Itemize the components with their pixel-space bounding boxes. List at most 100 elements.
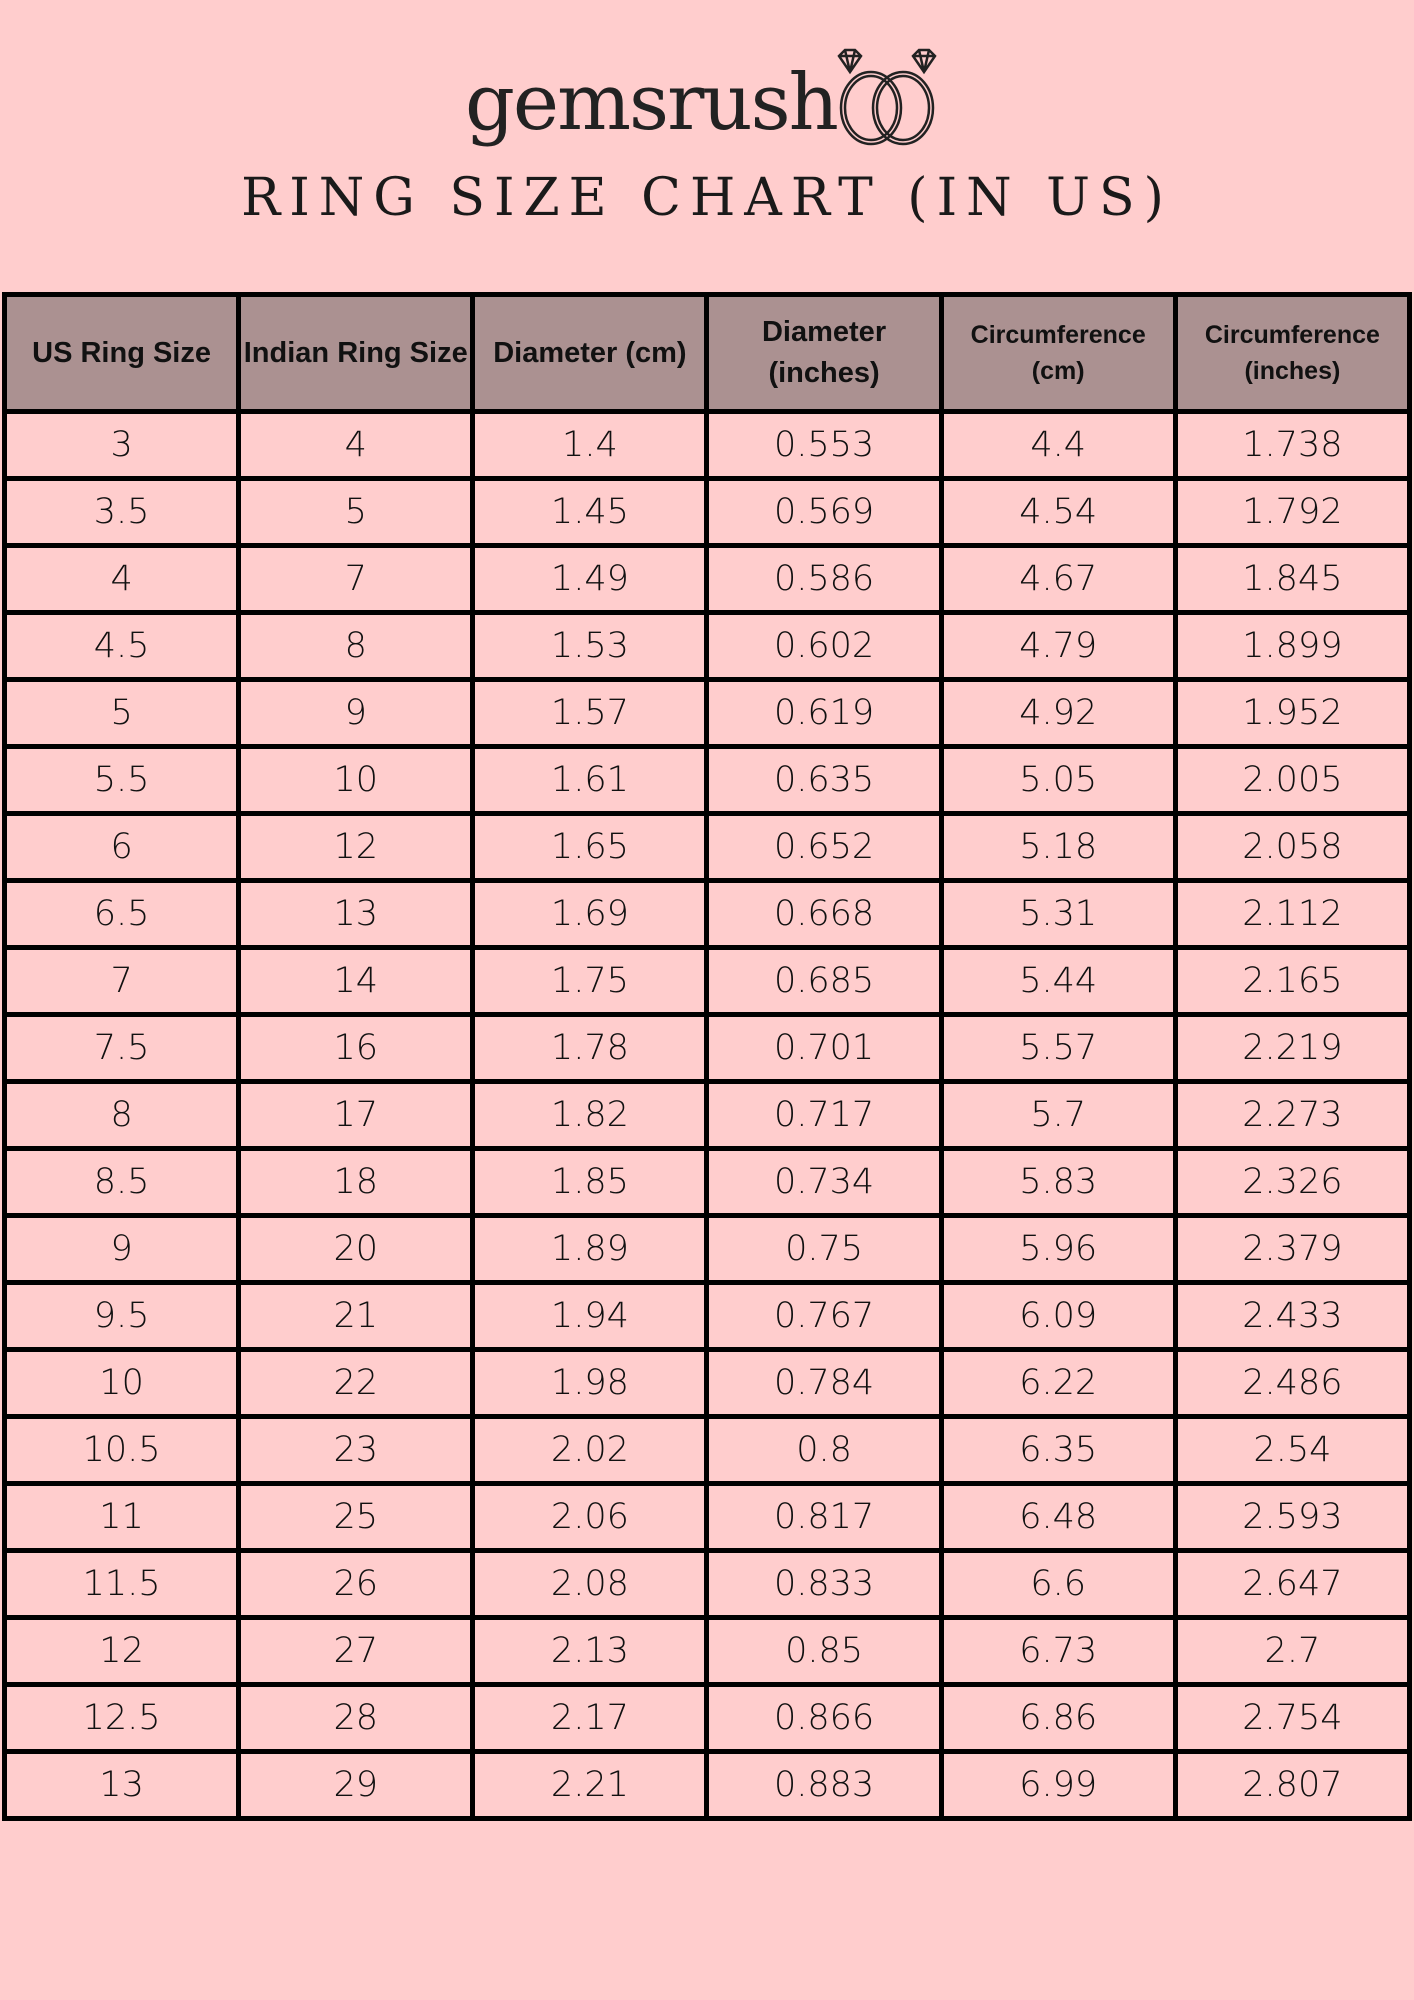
table-cell: 0.784	[704, 1347, 944, 1419]
table-cell: 2.058	[1172, 811, 1413, 883]
table-cell: 4.92	[938, 677, 1178, 749]
table-cell: 11.5	[1, 1548, 242, 1620]
ring-size-table: US Ring Size Indian Ring Size Diameter (cm…	[1, 292, 1413, 1821]
table-cell: 13	[1, 1749, 242, 1821]
table-cell: 0.635	[704, 744, 944, 816]
table-cell: 1.78	[470, 1012, 710, 1084]
table-cell: 8.5	[1, 1146, 242, 1218]
table-cell: 7	[236, 543, 476, 615]
table-cell: 0.701	[704, 1012, 944, 1084]
table-cell: 1.57	[470, 677, 710, 749]
table-cell: 2.433	[1172, 1280, 1413, 1352]
table-row: 8.5 18 1.85 0.734 5.83 2.326	[1, 1146, 1413, 1218]
table-cell: 6.22	[938, 1347, 1178, 1419]
column-header: Indian Ring Size	[236, 292, 476, 414]
table-cell: 0.619	[704, 677, 944, 749]
brand-name: gemsrush	[465, 58, 839, 148]
table-row: 3.5 5 1.45 0.569 4.54 1.792	[1, 476, 1413, 548]
table-cell: 8	[1, 1079, 242, 1151]
column-header: Diameter (inches)	[704, 292, 944, 414]
table-cell: 2.21	[470, 1749, 710, 1821]
table-cell: 2.326	[1172, 1146, 1413, 1218]
column-header: Diameter (cm)	[470, 292, 710, 414]
table-header-row: US Ring Size Indian Ring Size Diameter (cm…	[1, 292, 1413, 414]
brand-logo: gemsrush	[465, 48, 945, 158]
table-cell: 0.734	[704, 1146, 944, 1218]
table-cell: 2.06	[470, 1481, 710, 1553]
table-cell: 8	[236, 610, 476, 682]
table-cell: 1.65	[470, 811, 710, 883]
table-cell: 14	[236, 945, 476, 1017]
table-row: 4 7 1.49 0.586 4.67 1.845	[1, 543, 1413, 615]
table-cell: 6.73	[938, 1615, 1178, 1687]
table-cell: 1.94	[470, 1280, 710, 1352]
table-cell: 0.85	[704, 1615, 944, 1687]
table-cell: 29	[236, 1749, 476, 1821]
table-cell: 10	[1, 1347, 242, 1419]
table-row: 5 9 1.57 0.619 4.92 1.952	[1, 677, 1413, 749]
table-cell: 6.48	[938, 1481, 1178, 1553]
table-cell: 2.005	[1172, 744, 1413, 816]
table-cell: 5.31	[938, 878, 1178, 950]
table-cell: 2.754	[1172, 1682, 1413, 1754]
table-cell: 0.717	[704, 1079, 944, 1151]
table-row: 4.5 8 1.53 0.602 4.79 1.899	[1, 610, 1413, 682]
table-cell: 1.98	[470, 1347, 710, 1419]
column-header: US Ring Size	[1, 292, 242, 414]
page-title: RING SIZE CHART (IN US)	[241, 168, 1173, 228]
table-cell: 1.75	[470, 945, 710, 1017]
table-cell: 12.5	[1, 1682, 242, 1754]
table-cell: 1.738	[1172, 409, 1413, 481]
table-cell: 4.79	[938, 610, 1178, 682]
table-cell: 4	[1, 543, 242, 615]
table-cell: 0.602	[704, 610, 944, 682]
table-row: 7.5 16 1.78 0.701 5.57 2.219	[1, 1012, 1413, 1084]
table-row: 8 17 1.82 0.717 5.7 2.273	[1, 1079, 1413, 1151]
table-cell: 5.44	[938, 945, 1178, 1017]
table-cell: 6.09	[938, 1280, 1178, 1352]
table-cell: 2.219	[1172, 1012, 1413, 1084]
table-row: 11 25 2.06 0.817 6.48 2.593	[1, 1481, 1413, 1553]
table-cell: 25	[236, 1481, 476, 1553]
table-row: 3 4 1.4 0.553 4.4 1.738	[1, 409, 1413, 481]
table-cell: 4	[236, 409, 476, 481]
table-cell: 6.5	[1, 878, 242, 950]
table-cell: 1.45	[470, 476, 710, 548]
table-cell: 1.899	[1172, 610, 1413, 682]
table-cell: 0.817	[704, 1481, 944, 1553]
table-cell: 2.08	[470, 1548, 710, 1620]
table-cell: 6	[1, 811, 242, 883]
table-cell: 0.75	[704, 1213, 944, 1285]
table-cell: 1.952	[1172, 677, 1413, 749]
table-cell: 2.486	[1172, 1347, 1413, 1419]
table-cell: 1.69	[470, 878, 710, 950]
table-cell: 9	[1, 1213, 242, 1285]
table-cell: 2.647	[1172, 1548, 1413, 1620]
table-cell: 1.4	[470, 409, 710, 481]
table-cell: 2.112	[1172, 878, 1413, 950]
table-cell: 0.883	[704, 1749, 944, 1821]
table-cell: 6.99	[938, 1749, 1178, 1821]
table-cell: 6.6	[938, 1548, 1178, 1620]
table-cell: 1.49	[470, 543, 710, 615]
table-row: 6 12 1.65 0.652 5.18 2.058	[1, 811, 1413, 883]
table-cell: 16	[236, 1012, 476, 1084]
table-cell: 23	[236, 1414, 476, 1486]
table-cell: 18	[236, 1146, 476, 1218]
table-cell: 6.86	[938, 1682, 1178, 1754]
table-cell: 5.5	[1, 744, 242, 816]
table-cell: 5.57	[938, 1012, 1178, 1084]
table-cell: 5	[236, 476, 476, 548]
table-cell: 0.8	[704, 1414, 944, 1486]
table-cell: 27	[236, 1615, 476, 1687]
table-cell: 2.379	[1172, 1213, 1413, 1285]
table-cell: 1.85	[470, 1146, 710, 1218]
table-cell: 2.54	[1172, 1414, 1413, 1486]
table-cell: 5.83	[938, 1146, 1178, 1218]
table-cell: 20	[236, 1213, 476, 1285]
table-cell: 11	[1, 1481, 242, 1553]
table-cell: 5.05	[938, 744, 1178, 816]
table-row: 5.5 10 1.61 0.635 5.05 2.005	[1, 744, 1413, 816]
table-cell: 9	[236, 677, 476, 749]
table-row: 7 14 1.75 0.685 5.44 2.165	[1, 945, 1413, 1017]
